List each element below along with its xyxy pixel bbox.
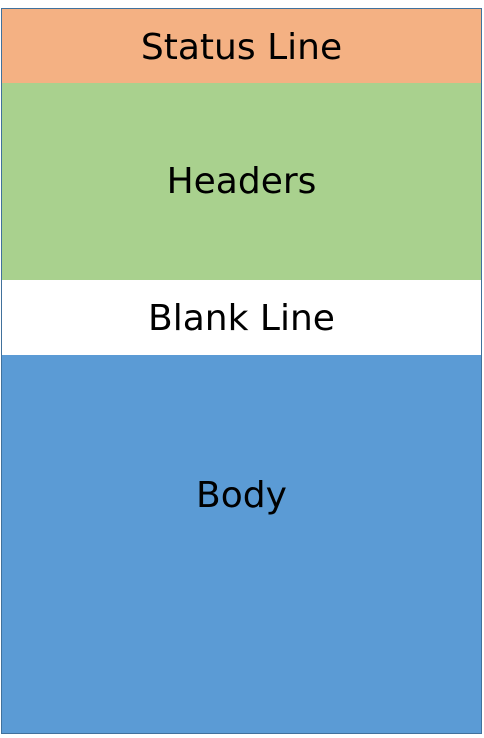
http-message-diagram: Status Line Headers Blank Line Body (1, 8, 482, 734)
status-line-label: Status Line (140, 27, 343, 68)
headers-label: Headers (166, 161, 317, 202)
headers-section: Headers (2, 83, 481, 280)
status-line-section: Status Line (2, 9, 481, 83)
body-label: Body (196, 475, 287, 516)
blank-line-label: Blank Line (148, 298, 335, 339)
body-section: Body (2, 355, 481, 733)
blank-line-section: Blank Line (2, 280, 481, 355)
